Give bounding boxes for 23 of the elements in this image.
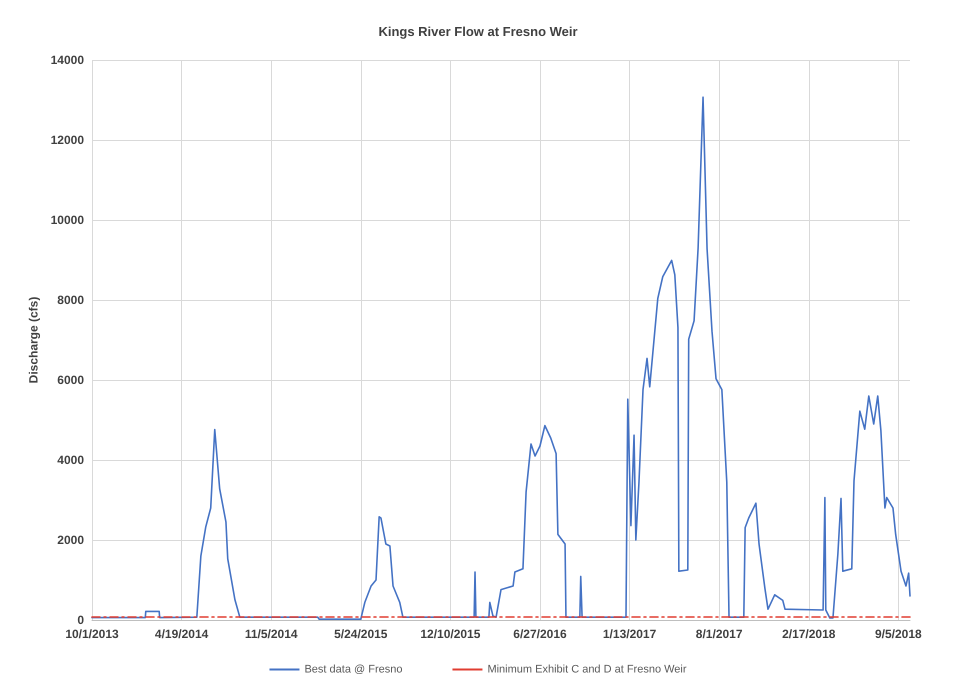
y-tick-label: 8000	[57, 293, 84, 307]
y-tick-label: 2000	[57, 533, 84, 547]
x-tick-label: 8/1/2017	[696, 627, 743, 641]
x-tick-label: 4/19/2014	[154, 627, 209, 641]
y-tick-label: 6000	[57, 373, 84, 387]
legend-label: Best data @ Fresno	[304, 664, 402, 676]
x-tick-label: 6/27/2016	[513, 627, 567, 641]
x-tick-label: 9/5/2018	[874, 627, 922, 641]
x-tick-label: 10/1/2013	[65, 627, 120, 641]
y-tick-label: 4000	[57, 453, 84, 467]
x-tick-label: 2/17/2018	[782, 627, 836, 641]
y-tick-label: 12000	[50, 133, 84, 147]
x-tick-label: 5/24/2015	[334, 627, 388, 641]
legend-label: Minimum Exhibit C and D at Fresno Weir	[487, 664, 687, 676]
y-axis-title: Discharge (cfs)	[26, 296, 41, 384]
y-tick-label: 14000	[50, 53, 84, 67]
x-tick-label: 1/13/2017	[602, 627, 657, 641]
line-series	[91, 96, 911, 620]
y-tick-label: 0	[77, 613, 84, 627]
chart-title: Kings River Flow at Fresno Weir	[378, 24, 578, 39]
x-tick-label: 11/5/2014	[244, 627, 298, 641]
x-tick-label: 12/10/2015	[420, 627, 481, 641]
y-tick-label: 10000	[50, 213, 84, 227]
